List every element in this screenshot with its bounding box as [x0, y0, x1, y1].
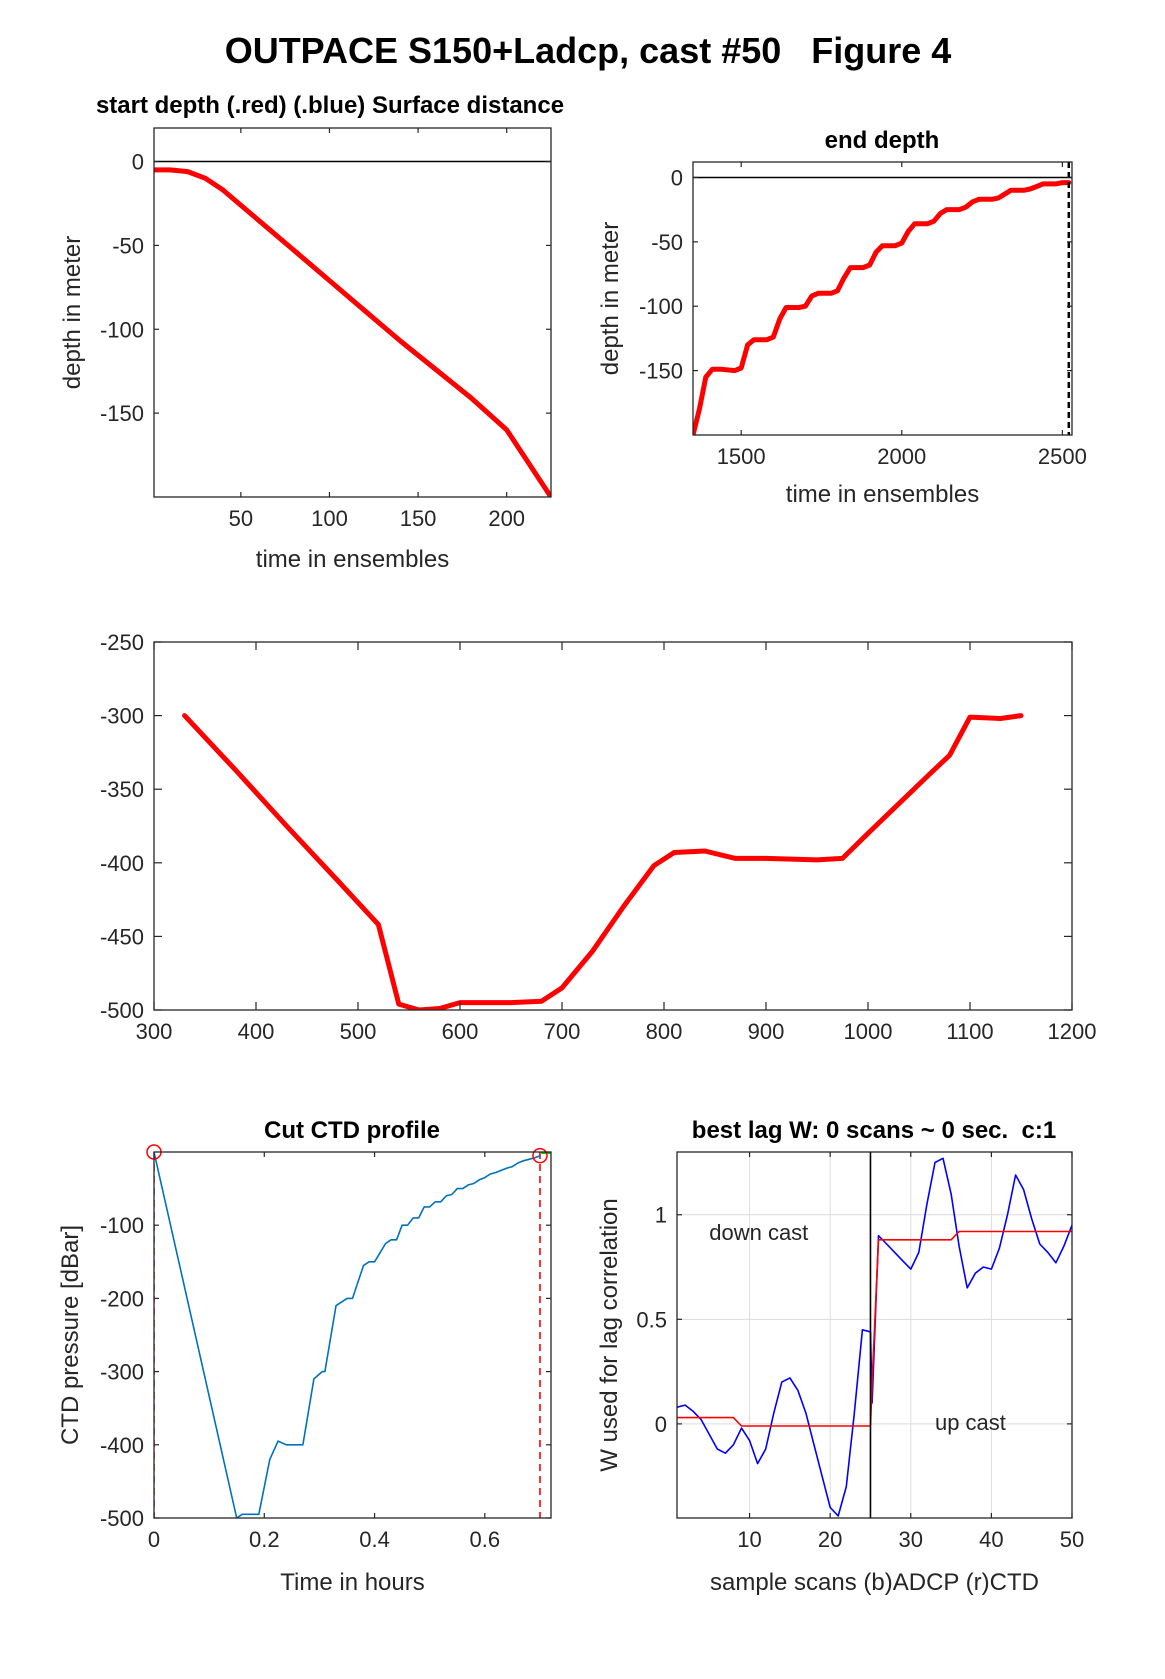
- x-tick-label: 1200: [1048, 1019, 1097, 1044]
- x-tick-label: 900: [748, 1019, 785, 1044]
- y-tick-label: -500: [100, 998, 144, 1023]
- y-tick-label: -150: [639, 359, 683, 384]
- x-tick-label: 1000: [844, 1019, 893, 1044]
- y-tick-label: -100: [639, 294, 683, 319]
- axes-background: [154, 642, 1072, 1010]
- axes-title: best lag W: 0 scans ~ 0 sec. c:1: [692, 1117, 1056, 1144]
- plot-annotation: up cast: [935, 1410, 1006, 1435]
- x-tick-label: 150: [400, 506, 437, 531]
- y-axis-label: W used for lag correlation: [596, 1198, 623, 1471]
- x-tick-label: 20: [818, 1527, 842, 1552]
- best-lag-plot: 10 20 30 40 50 0 0.5 1 best lag W: 0 scans ~ 0 s…: [596, 1117, 1084, 1596]
- axes-title: Cut CTD profile: [264, 1117, 440, 1144]
- y-tick-label: -150: [100, 401, 144, 426]
- axes-background: [154, 1152, 551, 1518]
- x-tick-label: 400: [238, 1019, 275, 1044]
- y-tick-label: 0.5: [636, 1307, 667, 1332]
- series-line-0: [182, 713, 1024, 1010]
- x-tick-label: 300: [136, 1019, 173, 1044]
- x-tick-label: 1100: [946, 1019, 993, 1044]
- x-tick-label: 0.4: [359, 1527, 390, 1552]
- axes-box: [692, 161, 1073, 436]
- y-tick-label: -450: [100, 924, 144, 949]
- x-tick-label: 0: [148, 1527, 160, 1552]
- x-tick-label: 0.6: [470, 1527, 501, 1552]
- y-tick-label: -200: [100, 1286, 144, 1311]
- series-line-0: [154, 167, 551, 497]
- x-tick-label: 50: [229, 506, 253, 531]
- x-axis-label: Time in hours: [280, 1569, 425, 1596]
- x-axis-label: time in ensembles: [256, 546, 449, 573]
- y-tick-label: -400: [100, 851, 144, 876]
- y-tick-label: -100: [100, 1213, 144, 1238]
- axes-title: start depth (.red) (.blue) Surface dista…: [96, 92, 564, 119]
- y-tick-label: -250: [100, 630, 144, 655]
- axes-background: [693, 162, 1072, 435]
- x-tick-label: 700: [544, 1019, 581, 1044]
- cut-ctd-profile-plot: 0 0.2 0.4 0.6 -100 -200 -300 -400 -500 Cut CTD pr…: [57, 1117, 552, 1596]
- y-axis-label: depth in meter: [597, 222, 624, 375]
- plot-annotation: down cast: [709, 1220, 808, 1245]
- x-tick-label: 500: [340, 1019, 377, 1044]
- x-tick-label: 50: [1060, 1527, 1084, 1552]
- series-line-0: [154, 1152, 541, 1518]
- y-tick-label: -350: [100, 777, 144, 802]
- plot-area: [693, 162, 1072, 435]
- figure-title: OUTPACE S150+Ladcp, cast #50 Figure 4: [225, 30, 952, 71]
- y-tick-label: 1: [655, 1203, 667, 1228]
- y-tick-label: 0: [655, 1412, 667, 1437]
- plot-area: [677, 1152, 1072, 1518]
- axes-box: [153, 1151, 552, 1519]
- plot-area: [154, 1152, 551, 1518]
- middle-depth-plot: 300 400 500 600 700 800 900 1000 1100 1200 -250 -30…: [100, 630, 1097, 1044]
- axes-title: end depth: [825, 127, 940, 154]
- y-tick-label: -100: [100, 317, 144, 342]
- x-tick-label: 30: [899, 1527, 923, 1552]
- x-tick-label: 200: [488, 506, 525, 531]
- y-axis-label: CTD pressure [dBar]: [57, 1225, 84, 1445]
- y-tick-label: -50: [112, 233, 144, 258]
- x-tick-label: 10: [737, 1527, 761, 1552]
- x-axis-label: sample scans (b)ADCP (r)CTD: [710, 1569, 1039, 1596]
- y-tick-label: 0: [132, 150, 144, 175]
- plot-area: [154, 160, 551, 497]
- axes-box: [676, 1151, 1073, 1519]
- y-tick-label: -500: [100, 1506, 144, 1531]
- y-axis-label: depth in meter: [59, 236, 86, 389]
- y-tick-label: 0: [671, 165, 683, 190]
- x-tick-label: 2500: [1038, 444, 1087, 469]
- y-tick-label: -50: [651, 230, 683, 255]
- series-line-1: [677, 1230, 1072, 1427]
- cut-endpoint-marker: [532, 1147, 548, 1164]
- x-tick-label: 800: [646, 1019, 683, 1044]
- y-tick-label: -300: [100, 704, 144, 729]
- x-tick-label: 600: [442, 1019, 479, 1044]
- y-tick-label: -400: [100, 1433, 144, 1458]
- series-line-0: [693, 180, 1072, 435]
- x-tick-label: 1500: [717, 444, 766, 469]
- plot-area: [182, 713, 1024, 1010]
- x-tick-label: 100: [311, 506, 348, 531]
- x-axis-label: time in ensembles: [786, 481, 979, 508]
- end-depth-plot: 1500 2000 2500 0 -50 -100 -150 end depth time in…: [597, 127, 1087, 508]
- axes-box: [153, 641, 1073, 1011]
- y-tick-label: -300: [100, 1360, 144, 1385]
- x-tick-label: 40: [979, 1527, 1003, 1552]
- x-tick-label: 0.2: [249, 1527, 280, 1552]
- x-tick-label: 2000: [877, 444, 926, 469]
- axes-box: [153, 127, 552, 498]
- start-depth-plot: 50 100 150 200 0 -50 -100 -150 start depth (.red…: [59, 92, 564, 573]
